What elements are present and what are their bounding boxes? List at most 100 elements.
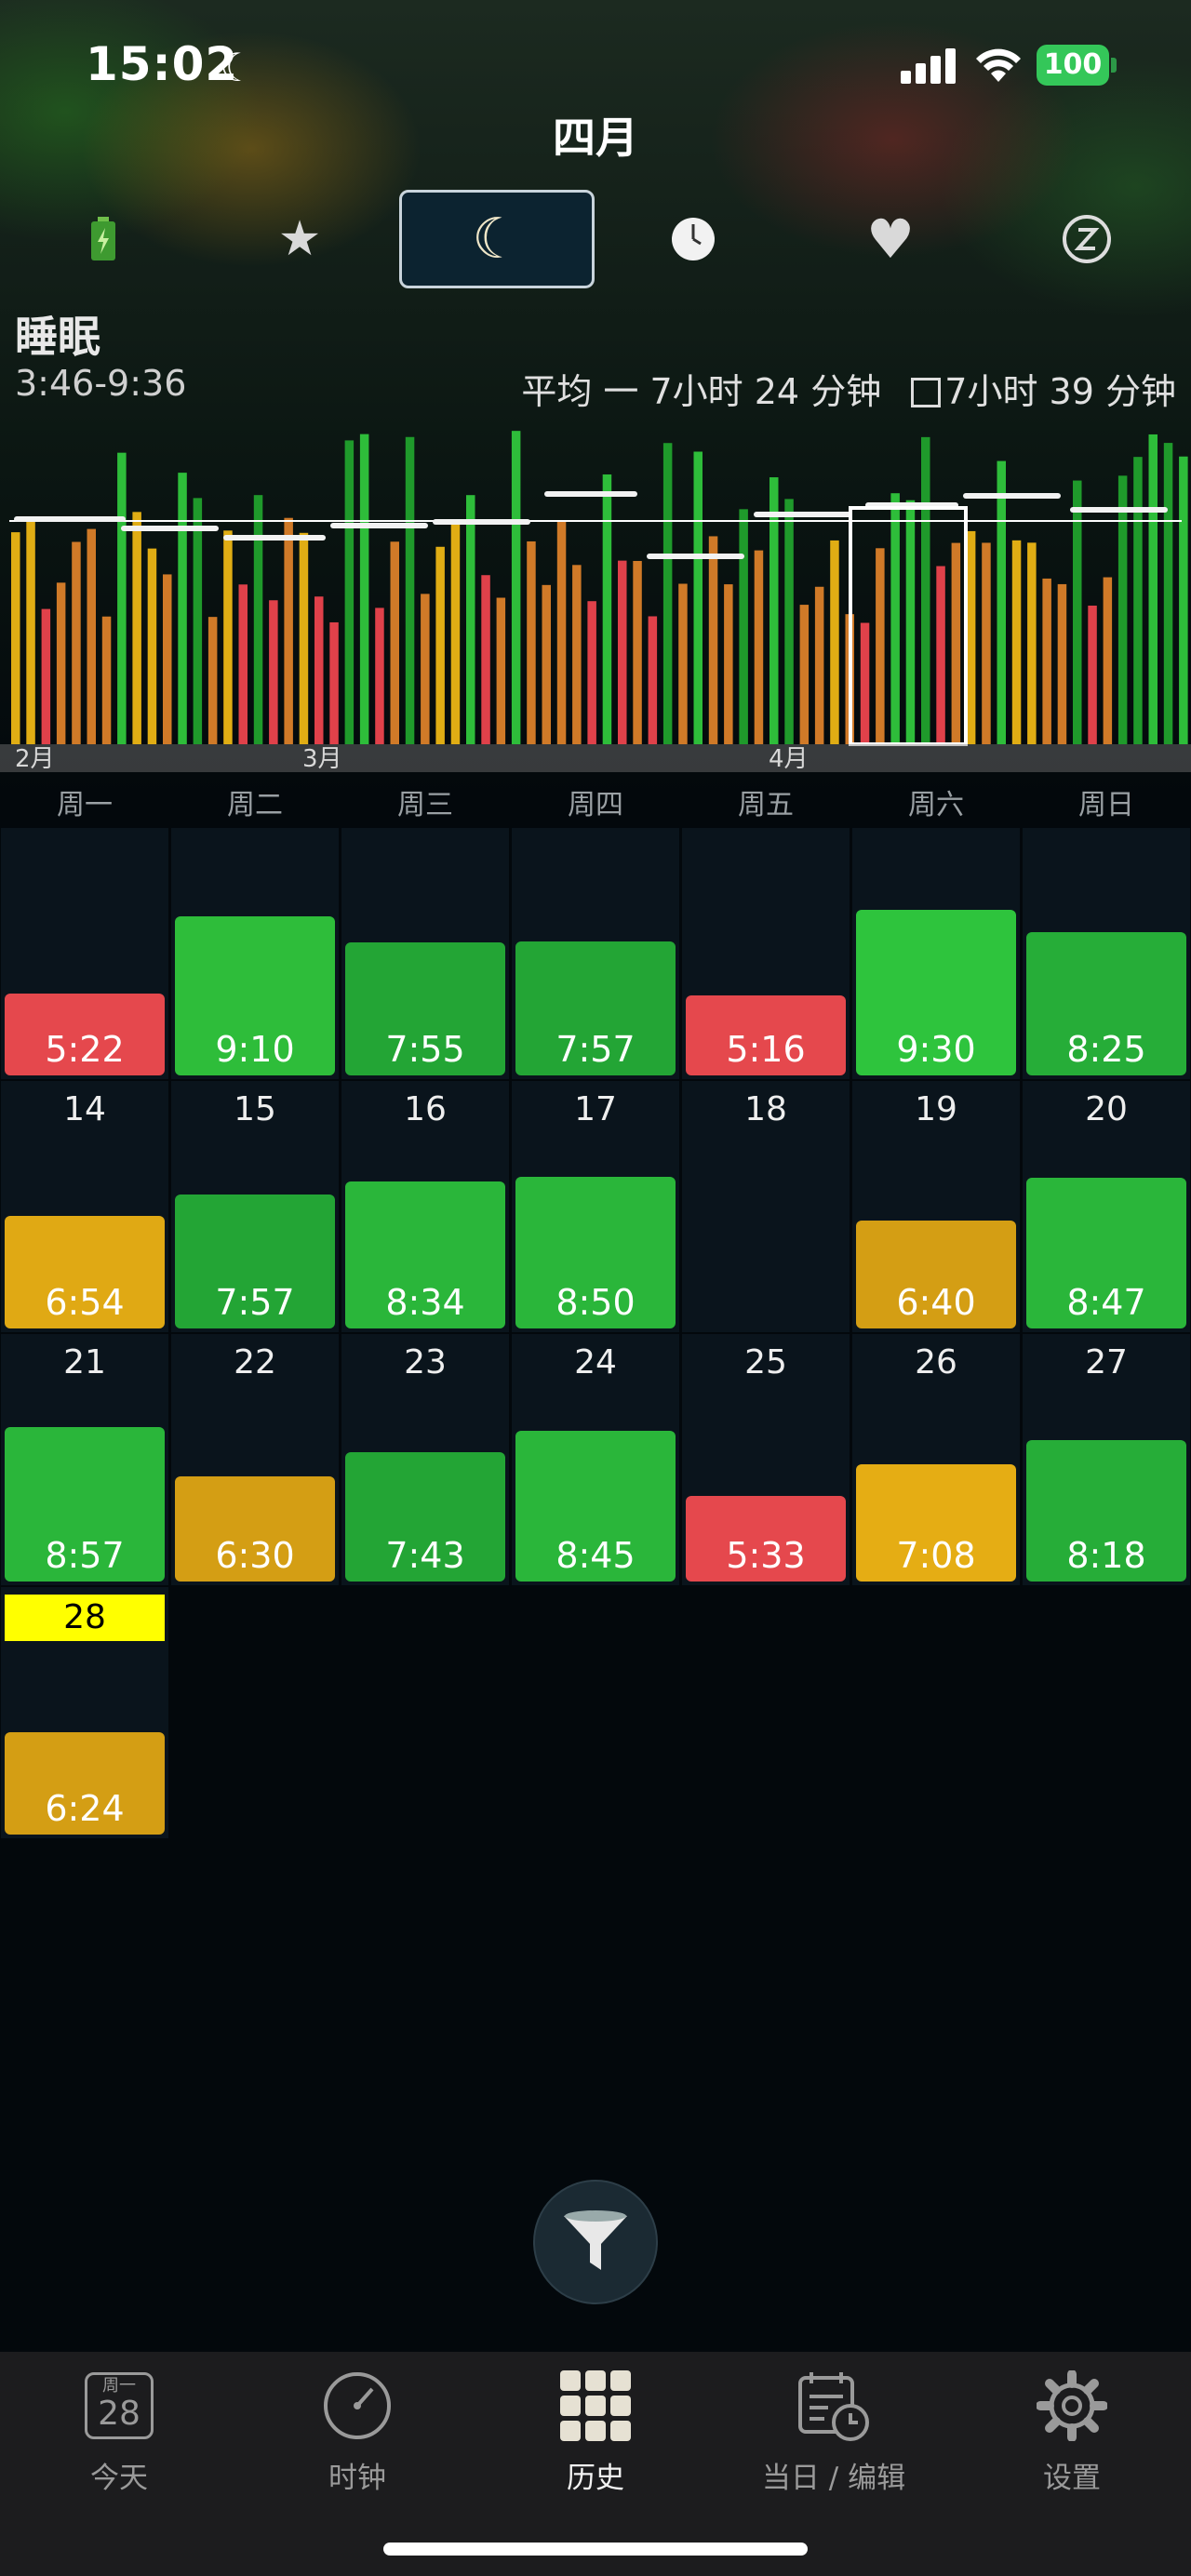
tab-clock-dial[interactable]: 时钟 xyxy=(238,2361,476,2496)
calendar-day-cell[interactable]: 15 7:57 xyxy=(171,1081,339,1332)
sleep-duration-block[interactable]: 7:57 xyxy=(175,1195,335,1328)
chart-bar xyxy=(178,473,187,744)
chart-bar xyxy=(41,608,51,744)
weekday-label: 周六 xyxy=(908,789,964,821)
chart-bar xyxy=(117,452,127,744)
chart-bar xyxy=(1088,605,1097,744)
tab-bar: 周一 28 今天 时钟 历史 xyxy=(0,2352,1191,2576)
calendar-day-cell[interactable]: 24 8:45 xyxy=(512,1334,679,1585)
sleep-duration-block[interactable]: 8:25 xyxy=(1026,932,1186,1075)
checkbox-icon[interactable] xyxy=(911,378,942,407)
chart-bar xyxy=(193,498,203,744)
sleep-duration-block[interactable]: 9:10 xyxy=(175,916,335,1075)
tab-settings[interactable]: 设置 xyxy=(953,2361,1191,2496)
weekday-header: 周一 周二 周三 周四 周五 周六 周日 xyxy=(0,781,1191,822)
calendar-day-cell[interactable]: 19 6:40 xyxy=(852,1081,1020,1332)
calendar-day-cell[interactable]: 9:30 xyxy=(852,828,1020,1079)
chart-bar xyxy=(618,560,627,744)
chart-bar xyxy=(132,512,141,744)
day-number: 18 xyxy=(744,1090,787,1128)
chart-bar xyxy=(11,532,20,744)
sleep-duration-block[interactable]: 6:30 xyxy=(175,1476,335,1582)
calendar-day-cell[interactable]: 18 xyxy=(682,1081,850,1332)
tab-battery[interactable] xyxy=(6,190,201,288)
sleep-duration-block[interactable]: 6:24 xyxy=(5,1732,165,1835)
sleep-duration-block[interactable]: 7:08 xyxy=(856,1464,1016,1582)
sleep-duration-block[interactable]: 7:55 xyxy=(345,942,505,1075)
tab-day-edit[interactable]: 当日 / 编辑 xyxy=(715,2361,953,2496)
calendar-day-cell[interactable]: 8:25 xyxy=(1023,828,1190,1079)
sleep-duration-block[interactable]: 8:45 xyxy=(515,1431,676,1582)
sleep-duration-block[interactable]: 8:34 xyxy=(345,1181,505,1328)
tab-heart[interactable]: ♥ xyxy=(793,190,988,288)
sleep-duration-block[interactable]: 5:22 xyxy=(5,994,165,1075)
chart-bar xyxy=(602,474,612,744)
sleep-history-chart[interactable]: 2月 3月 4月 xyxy=(0,400,1191,772)
chart-bar xyxy=(799,605,810,744)
chart-bar xyxy=(56,582,66,744)
calendar-day-cell[interactable]: 20 8:47 xyxy=(1023,1081,1190,1332)
sleep-duration-block[interactable]: 6:54 xyxy=(5,1216,165,1328)
sleep-duration-block[interactable]: 8:57 xyxy=(5,1427,165,1582)
chart-bar xyxy=(481,575,490,744)
sleep-duration-block[interactable]: 7:57 xyxy=(515,941,676,1075)
calendar-day-cell[interactable]: 17 8:50 xyxy=(512,1081,679,1332)
section-title: 睡眠 xyxy=(15,312,100,362)
mode-tabs: ★ ☾ ♥ xyxy=(0,190,1191,288)
chart-bar xyxy=(1117,475,1128,744)
calendar-day-cell[interactable]: 7:57 xyxy=(512,828,679,1079)
chart-bar xyxy=(572,565,582,744)
tab-history[interactable]: 历史 xyxy=(476,2361,715,2496)
calendar-day-cell[interactable]: 27 8:18 xyxy=(1023,1334,1190,1585)
calendar-day-cell[interactable]: 14 6:54 xyxy=(1,1081,168,1332)
tab-label: 当日 / 编辑 xyxy=(761,2462,906,2495)
status-time: 15:02 xyxy=(86,37,239,91)
chart-bar xyxy=(693,451,703,744)
tab-clock[interactable] xyxy=(596,190,791,288)
chart-bar xyxy=(966,530,976,744)
chart-bar xyxy=(724,584,733,744)
calendar-day-cell[interactable]: 7:55 xyxy=(341,828,509,1079)
chart-bar xyxy=(739,509,748,744)
chart-bar xyxy=(101,616,112,744)
sleep-duration-block[interactable]: 5:16 xyxy=(686,995,846,1075)
weekday-label: 周日 xyxy=(1078,789,1134,821)
filter-button[interactable] xyxy=(533,2180,658,2304)
clock-dial-icon xyxy=(324,2372,391,2439)
sleep-range: 3:46-9:36 xyxy=(15,363,187,404)
focus-moon-icon: ☾ xyxy=(220,45,255,90)
sleep-duration-block[interactable]: 6:40 xyxy=(856,1221,1016,1328)
sleep-duration-block[interactable]: 8:50 xyxy=(515,1177,676,1328)
tab-today[interactable]: 周一 28 今天 xyxy=(0,2361,238,2496)
tab-sleep-z[interactable] xyxy=(989,190,1184,288)
calendar-day-cell[interactable]: 5:22 xyxy=(1,828,168,1079)
calendar-day-cell[interactable]: 16 8:34 xyxy=(341,1081,509,1332)
tab-sleep[interactable]: ☾ xyxy=(399,190,595,288)
page-title: 四月 xyxy=(553,113,638,163)
chart-bar xyxy=(982,542,991,744)
clock-icon xyxy=(672,218,715,260)
day-number: 22 xyxy=(234,1343,276,1381)
weekly-average-marker xyxy=(963,493,1061,499)
calendar-day-cell[interactable]: 28 6:24 xyxy=(1,1587,168,1838)
chart-bar xyxy=(1057,583,1067,744)
gear-icon xyxy=(1037,2370,1107,2441)
calendar-day-cell[interactable]: 22 6:30 xyxy=(171,1334,339,1585)
tab-label: 时钟 xyxy=(328,2462,386,2495)
calendar-day-cell[interactable]: 26 7:08 xyxy=(852,1334,1020,1585)
cellular-signal-icon xyxy=(901,47,960,84)
tab-star[interactable]: ★ xyxy=(202,190,397,288)
calendar-day-cell[interactable]: 5:16 xyxy=(682,828,850,1079)
calendar-day-cell[interactable]: 21 8:57 xyxy=(1,1334,168,1585)
chart-bar xyxy=(997,460,1006,744)
chart-bar xyxy=(876,548,885,744)
sleep-duration-block[interactable]: 8:47 xyxy=(1026,1178,1186,1328)
sleep-duration-block[interactable]: 8:18 xyxy=(1026,1440,1186,1582)
calendar-day-cell[interactable]: 9:10 xyxy=(171,828,339,1079)
sleep-duration-block[interactable]: 9:30 xyxy=(856,910,1016,1075)
calendar-day-cell[interactable]: 23 7:43 xyxy=(341,1334,509,1585)
weekly-average-marker xyxy=(647,554,744,559)
calendar-day-cell[interactable]: 25 5:33 xyxy=(682,1334,850,1585)
sleep-duration-block[interactable]: 7:43 xyxy=(345,1452,505,1582)
sleep-duration-block[interactable]: 5:33 xyxy=(686,1496,846,1582)
